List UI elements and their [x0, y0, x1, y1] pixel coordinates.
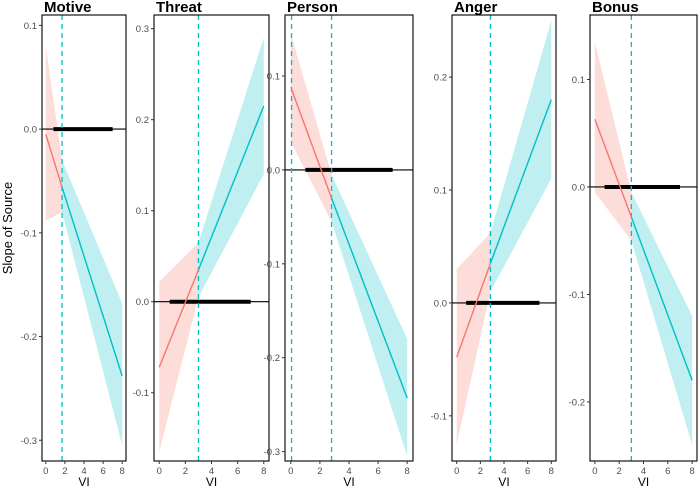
x-tick-label: 2: [317, 466, 322, 477]
teal-confidence-band: [198, 37, 264, 298]
y-tick-label: -0.2: [569, 397, 585, 408]
x-tick-label: 2: [183, 466, 188, 477]
y-tick-label: -0.1: [133, 388, 149, 399]
x-tick-label: 4: [641, 466, 646, 477]
y-tick-label: 0.0: [267, 165, 280, 176]
plot-area: [590, 15, 697, 461]
plot-area: [154, 15, 269, 461]
red-confidence-band: [456, 232, 491, 445]
panel-title: Bonus: [592, 0, 639, 16]
y-tick-label: -0.2: [264, 353, 280, 364]
y-tick-label: -0.3: [264, 447, 280, 458]
panel-bonus: Bonus 0.1 0.0 -0.1 -0.2 0 2 4 6 8 VI: [569, 0, 698, 489]
x-tick-label: 8: [689, 466, 694, 477]
y-tick-label: -0.1: [569, 290, 585, 301]
teal-confidence-band: [490, 20, 552, 292]
x-tick-label: 6: [100, 466, 105, 477]
x-tick-label: 8: [120, 466, 125, 477]
x-tick-label: 8: [405, 466, 410, 477]
y-axis-label: Slope of Source: [0, 182, 15, 275]
red-confidence-band: [45, 46, 63, 221]
x-tick-label: 6: [665, 466, 670, 477]
teal-confidence-band: [62, 160, 123, 446]
x-axis-label: VI: [78, 475, 89, 486]
x-axis-label: VI: [638, 475, 649, 486]
red-confidence-band: [290, 33, 332, 222]
x-tick-label: 6: [525, 466, 530, 477]
x-tick-label: 2: [478, 466, 483, 477]
y-tick-label: 0.1: [267, 72, 280, 83]
teal-slope-line: [489, 99, 552, 264]
x-tick-label: 0: [454, 466, 459, 477]
x-tick-label: 8: [261, 466, 266, 477]
y-tick-label: 0.1: [434, 186, 447, 197]
x-tick-label: 2: [617, 466, 622, 477]
red-slope-line: [158, 269, 200, 368]
teal-confidence-band: [631, 192, 693, 445]
y-tick-label: 0.2: [136, 115, 149, 126]
x-tick-label: 4: [209, 466, 214, 477]
x-tick-label: 0: [157, 466, 162, 477]
plot-area: [452, 15, 556, 461]
teal-slope-line: [197, 105, 265, 271]
y-tick-label: 0.1: [572, 75, 585, 86]
x-tick-label: 8: [549, 466, 554, 477]
teal-slope-line: [61, 186, 123, 377]
panel-title: Threat: [156, 0, 202, 16]
plot-area: [42, 15, 126, 461]
x-tick-label: 0: [592, 466, 597, 477]
panel-person: Person 0.1 0.0 -0.1 -0.2 -0.3 0 2 4 6 8 VI: [264, 0, 414, 489]
x-tick-label: 4: [501, 466, 506, 477]
red-slope-line: [594, 119, 632, 218]
x-axis-label: VI: [498, 475, 509, 486]
y-tick-label: -0.3: [21, 436, 37, 447]
red-confidence-band: [594, 41, 632, 241]
x-tick-label: 0: [288, 466, 293, 477]
y-tick-label: 0.1: [24, 21, 37, 32]
teal-slope-line: [630, 216, 693, 381]
panel-title: Person: [287, 0, 338, 16]
panel-title: Motive: [44, 0, 92, 16]
x-tick-label: 6: [375, 466, 380, 477]
y-tick-label: 0.1: [136, 206, 149, 217]
y-tick-label: -0.2: [21, 332, 37, 343]
y-tick-label: 0.3: [136, 24, 149, 35]
x-tick-label: 2: [62, 466, 67, 477]
x-tick-label: 0: [43, 466, 48, 477]
red-slope-line: [45, 134, 63, 188]
y-tick-label: 0.0: [136, 297, 149, 308]
panel-motive: Motive 0.1 0.0 -0.1 -0.2 -0.3 0 2 4 6 8 VI: [21, 0, 127, 489]
teal-slope-line: [330, 197, 408, 399]
y-tick-label: -0.1: [264, 259, 280, 270]
y-tick-label: 0.2: [434, 73, 447, 84]
y-tick-label: 0.0: [434, 298, 447, 309]
x-tick-label: 6: [235, 466, 240, 477]
y-tick-label: -0.1: [21, 228, 37, 239]
x-tick-label: 4: [346, 466, 351, 477]
x-axis-label: VI: [206, 475, 217, 486]
red-slope-line: [290, 87, 333, 199]
y-tick-label: 0.0: [24, 125, 37, 136]
teal-confidence-band: [331, 174, 408, 457]
y-tick-label: 0.0: [572, 182, 585, 193]
panel-title: Anger: [454, 0, 498, 16]
red-slope-line: [456, 263, 492, 358]
y-tick-label: -0.1: [431, 411, 447, 422]
x-tick-label: 4: [81, 466, 86, 477]
panel-anger: Anger 0.2 0.1 0.0 -0.1 0 2 4 6 8 VI: [431, 0, 557, 489]
plot-area: [285, 15, 413, 461]
x-axis-label: VI: [343, 475, 354, 486]
panel-threat: Threat 0.3 0.2 0.1 0.0 -0.1 0 2 4 6 8 VI: [133, 0, 270, 489]
red-confidence-band: [159, 242, 199, 452]
